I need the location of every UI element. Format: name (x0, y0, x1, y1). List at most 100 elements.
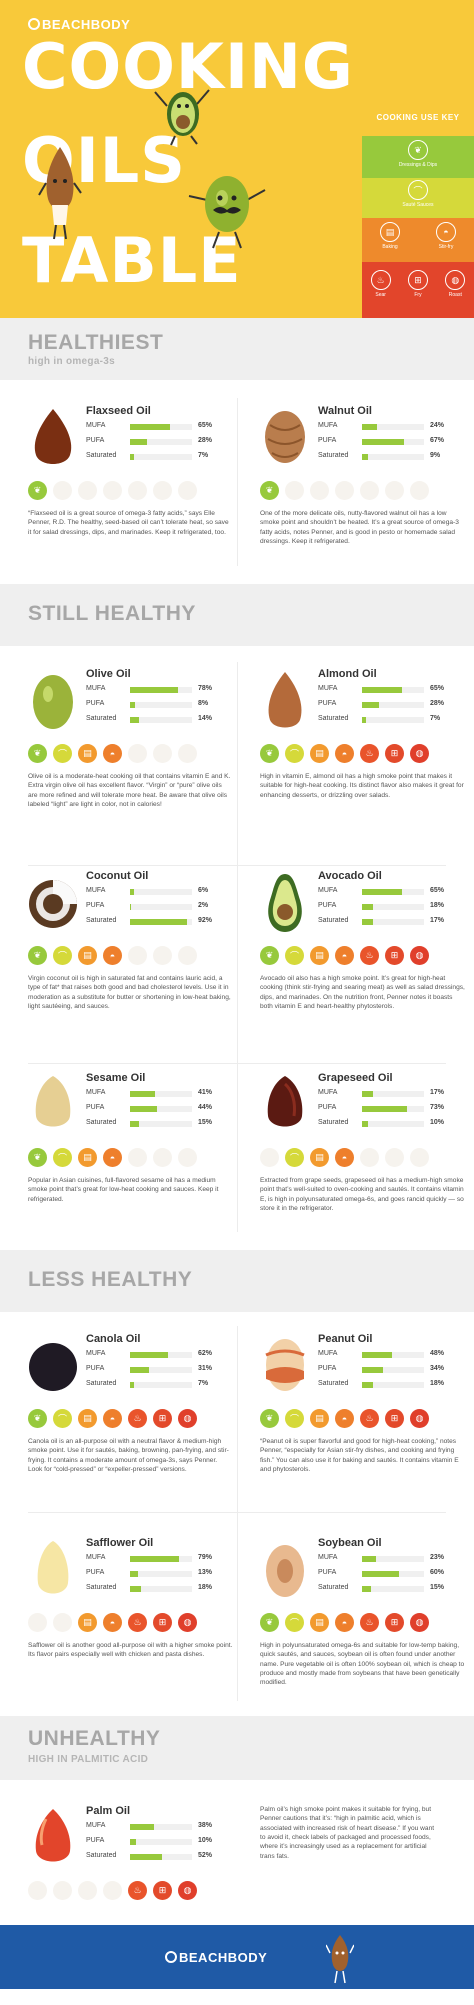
oven-icon: ▤ (310, 744, 329, 763)
flame-icon: ♨ (128, 1613, 147, 1632)
stat-bar-fill (362, 454, 368, 460)
stat-row-saturated: Saturated 7% (318, 715, 458, 725)
oil-name: Sesame Oil (86, 1072, 146, 1084)
column-divider (237, 398, 238, 566)
stat-value: 65% (430, 685, 445, 692)
stat-row-pufa: PUFA 13% (86, 1569, 226, 1579)
stat-label: Saturated (86, 917, 117, 924)
stat-row-mufa: MUFA 65% (86, 422, 226, 432)
oven-icon: ▤ (310, 1613, 329, 1632)
stat-bar-track (362, 439, 424, 445)
footer: BEACHBODY (0, 1925, 474, 1989)
wok-icon: ◓ (103, 1613, 122, 1632)
almond-character-icon (38, 147, 82, 240)
stat-label: PUFA (86, 1104, 105, 1111)
stat-value: 18% (198, 1584, 213, 1591)
stat-bar-track (130, 687, 192, 693)
stat-row-mufa: MUFA 24% (318, 422, 458, 432)
saute-pan-icon: ⌒ (53, 481, 72, 500)
cooking-use-icons: ❦ ⌒ ▤ ◓ ♨ ⊞ ◍ (260, 481, 429, 500)
stat-bar-fill (362, 1106, 408, 1112)
stat-value: 7% (430, 715, 441, 722)
stat-bar-track (130, 889, 192, 895)
stat-label: MUFA (86, 887, 106, 894)
wok-icon: ◓ (103, 1409, 122, 1428)
wok-icon: ◓ (335, 744, 354, 763)
oil-description: Extracted from grape seeds, grapeseed oi… (260, 1177, 464, 1213)
almond-character-icon (326, 1935, 354, 1984)
fryer-icon: ⊞ (153, 1613, 172, 1632)
avocado-oil-card: Avocado Oil MUFA 65% PUFA 18% Saturated … (260, 870, 470, 1070)
stat-label: Saturated (318, 917, 349, 924)
cooking-use-icons: ❦ ⌒ ▤ ◓ ♨ ⊞ ◍ (260, 1409, 429, 1428)
stat-value: 62% (198, 1350, 213, 1357)
hero-banner: BEACHBODY COOKING OILS TABLE (0, 0, 474, 318)
stat-label: Saturated (318, 452, 349, 459)
cooking-use-icons: ❦ ⌒ ▤ ◓ ♨ ⊞ ◍ (28, 1409, 197, 1428)
stat-bar-fill (362, 1382, 374, 1388)
stat-bar-fill (130, 1854, 163, 1860)
column-divider (237, 662, 238, 1232)
stat-bar-track (362, 717, 424, 723)
stat-bar-track (130, 1367, 192, 1373)
stat-row-pufa: PUFA 60% (318, 1569, 458, 1579)
oven-icon: ▤ (78, 481, 97, 500)
stat-label: PUFA (318, 1569, 337, 1576)
stat-bar-fill (362, 1571, 400, 1577)
roast-icon: ◍ (178, 1613, 197, 1632)
cooking-use-icons: ❦ ⌒ ▤ ◓ ♨ ⊞ ◍ (260, 1148, 429, 1167)
stat-bar-track (130, 439, 192, 445)
oil-description: Safflower oil is another good all-purpos… (28, 1642, 233, 1659)
stat-bar-track (130, 424, 192, 430)
stat-bar-track (130, 1571, 192, 1577)
key-row-4: ♨ Sear ⊞ Fry ◍ Roast (362, 270, 474, 298)
section-subtitle-unhealthy: HIGH IN PALMITIC ACID (28, 1754, 149, 1765)
stat-row-pufa: PUFA 10% (86, 1837, 226, 1847)
oil-name: Soybean Oil (318, 1537, 382, 1549)
leaf-icon: ❦ (260, 1613, 279, 1632)
roast-icon: ◍ (410, 946, 429, 965)
grapeseed-oil-card: Grapeseed Oil MUFA 17% PUFA 73% Saturate… (260, 1072, 470, 1272)
roast-icon: ◍ (410, 481, 429, 500)
safflower-oil-card: Safflower Oil MUFA 79% PUFA 13% Saturate… (28, 1537, 238, 1737)
stat-row-mufa: MUFA 41% (86, 1089, 226, 1099)
stat-value: 65% (198, 422, 213, 429)
stat-row-pufa: PUFA 73% (318, 1104, 458, 1114)
section-title-healthiest: HEALTHIEST (28, 331, 164, 354)
stat-bar-fill (362, 1121, 369, 1127)
stat-label: Saturated (318, 1584, 349, 1591)
wok-icon: ◓ (335, 481, 354, 500)
stat-row-saturated: Saturated 7% (86, 452, 226, 462)
palm-oil-illustration-icon (35, 1809, 71, 1862)
stat-row-mufa: MUFA 65% (318, 887, 458, 897)
section-title-unhealthy: UNHEALTHY (28, 1727, 161, 1750)
saute-pan-icon: ⌒ (53, 1881, 72, 1900)
stat-bar-track (130, 1556, 192, 1562)
row-divider (28, 865, 446, 866)
stat-bar-track (130, 1854, 192, 1860)
saute-pan-icon: ⌒ (53, 744, 72, 763)
stat-bar-fill (130, 1586, 142, 1592)
footer-brand-name: BEACHBODY (179, 1950, 268, 1965)
flame-icon: ♨ (370, 270, 391, 290)
stat-bar-fill (130, 687, 179, 693)
row-divider (28, 1063, 446, 1064)
stat-value: 6% (198, 887, 209, 894)
stat-value: 60% (430, 1569, 445, 1576)
key-label: Sear (375, 292, 386, 298)
oil-name: Almond Oil (318, 668, 377, 680)
stat-row-mufa: MUFA 38% (86, 1822, 226, 1832)
saute-pan-icon: ⌒ (407, 180, 428, 200)
stat-bar-fill (362, 687, 403, 693)
stat-row-saturated: Saturated 18% (86, 1584, 226, 1594)
stat-bar-track (130, 1839, 192, 1845)
sesame-oil-illustration-icon (35, 1076, 71, 1127)
key-label: Sauté Sauces (402, 202, 434, 208)
stat-bar-fill (130, 1571, 139, 1577)
leaf-icon: ❦ (28, 744, 47, 763)
stat-value: 9% (430, 452, 441, 459)
stat-value: 23% (430, 1554, 445, 1561)
stat-value: 34% (430, 1365, 445, 1372)
fryer-icon: ⊞ (385, 946, 404, 965)
key-row-2: ⌒ Sauté Sauces (362, 180, 474, 208)
